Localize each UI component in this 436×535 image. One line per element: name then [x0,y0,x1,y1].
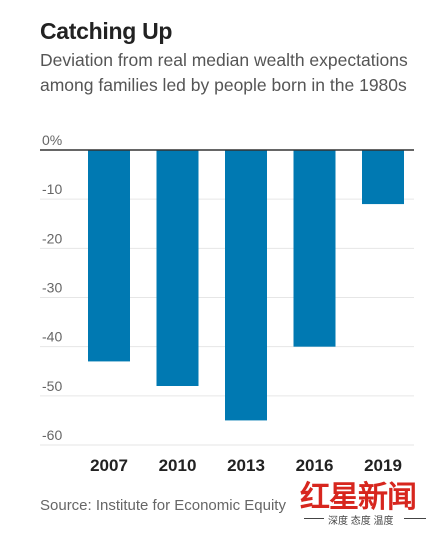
watermark-slogan: 深度 态度 温度 [328,516,394,527]
bar-2010 [156,150,199,386]
x-tick-label: 2019 [364,456,402,475]
y-tick-label: -50 [42,378,62,394]
y-tick-label: -40 [42,329,62,345]
source-note: Source: Institute for Economic Equity [40,497,286,514]
bar-2007 [88,150,130,362]
x-tick-label: 2007 [90,456,128,475]
watermark-line-right [404,518,426,519]
bar-2016 [293,150,336,347]
chart-subtitle: Deviation from real median wealth expect… [40,50,408,95]
y-tick-label: -60 [42,427,62,443]
y-tick-label: 0% [42,132,62,148]
watermark: 红星新闻 深度 态度 温度 [300,472,430,528]
bar-2013 [225,150,267,421]
x-tick-label: 2013 [227,456,265,475]
x-tick-label: 2016 [296,456,334,475]
chart-title: Catching Up [40,18,173,44]
watermark-logo: 红星新闻 [300,480,417,515]
bar-2019 [362,150,404,205]
y-tick-label: -20 [42,230,62,246]
y-tick-label: -30 [42,280,62,296]
x-tick-label: 2010 [159,456,197,475]
y-tick-label: -10 [42,181,62,197]
watermark-line-left [304,518,324,519]
